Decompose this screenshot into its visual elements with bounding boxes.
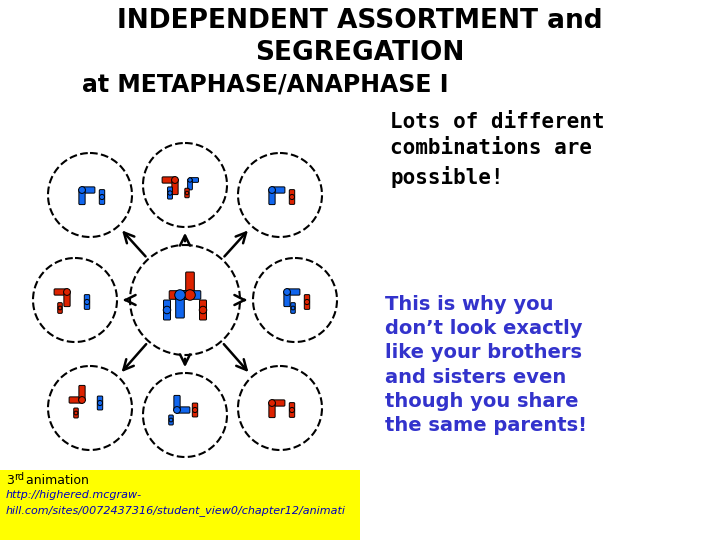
FancyBboxPatch shape: [172, 179, 178, 194]
FancyBboxPatch shape: [176, 407, 190, 413]
Text: animation: animation: [22, 474, 89, 487]
Text: rd: rd: [14, 472, 24, 482]
Circle shape: [192, 408, 197, 413]
FancyBboxPatch shape: [64, 291, 70, 307]
Circle shape: [33, 258, 117, 342]
Circle shape: [238, 366, 322, 450]
Text: 3: 3: [6, 474, 14, 487]
FancyBboxPatch shape: [305, 295, 310, 309]
Circle shape: [289, 194, 294, 200]
Text: hill.com/sites/0072437316/student_view0/chapter12/animati: hill.com/sites/0072437316/student_view0/…: [6, 505, 346, 516]
FancyBboxPatch shape: [289, 403, 294, 417]
Circle shape: [84, 300, 89, 305]
Circle shape: [169, 418, 173, 422]
Circle shape: [253, 258, 337, 342]
Circle shape: [291, 306, 295, 310]
Circle shape: [78, 396, 86, 403]
FancyBboxPatch shape: [271, 187, 285, 193]
Circle shape: [143, 373, 227, 457]
FancyBboxPatch shape: [163, 300, 171, 320]
FancyBboxPatch shape: [79, 189, 85, 205]
FancyBboxPatch shape: [99, 190, 104, 204]
Circle shape: [74, 411, 78, 415]
Text: SEGREGATION: SEGREGATION: [256, 40, 464, 66]
Circle shape: [174, 407, 181, 414]
Circle shape: [185, 290, 195, 300]
Circle shape: [163, 306, 171, 314]
Circle shape: [78, 187, 86, 193]
FancyBboxPatch shape: [176, 294, 184, 318]
Circle shape: [99, 194, 104, 200]
Circle shape: [130, 245, 240, 355]
Circle shape: [143, 143, 227, 227]
FancyBboxPatch shape: [179, 291, 201, 299]
Circle shape: [168, 191, 172, 195]
FancyBboxPatch shape: [186, 272, 194, 296]
Circle shape: [199, 306, 207, 314]
Text: Lots of different
combinations are
possible!: Lots of different combinations are possi…: [390, 112, 605, 187]
Bar: [0, 470, 360, 540]
FancyBboxPatch shape: [269, 402, 275, 417]
FancyBboxPatch shape: [79, 386, 85, 401]
Text: at METAPHASE/ANAPHASE I: at METAPHASE/ANAPHASE I: [82, 72, 449, 96]
Circle shape: [48, 153, 132, 237]
Circle shape: [284, 288, 290, 295]
FancyBboxPatch shape: [58, 302, 62, 313]
Circle shape: [48, 366, 132, 450]
Circle shape: [188, 178, 192, 182]
FancyBboxPatch shape: [185, 188, 189, 198]
Circle shape: [175, 290, 185, 300]
Circle shape: [185, 191, 189, 195]
Circle shape: [97, 401, 102, 406]
FancyBboxPatch shape: [169, 291, 191, 299]
FancyBboxPatch shape: [269, 189, 275, 205]
FancyBboxPatch shape: [174, 395, 180, 411]
FancyBboxPatch shape: [284, 291, 290, 307]
FancyBboxPatch shape: [69, 397, 83, 403]
FancyBboxPatch shape: [289, 190, 294, 204]
Circle shape: [58, 306, 62, 310]
FancyBboxPatch shape: [189, 178, 199, 183]
FancyBboxPatch shape: [286, 289, 300, 295]
FancyBboxPatch shape: [188, 179, 192, 190]
FancyBboxPatch shape: [162, 177, 176, 183]
Circle shape: [63, 288, 71, 295]
Circle shape: [269, 187, 275, 193]
Text: This is why you
don’t look exactly
like your brothers
and sisters even
though yo: This is why you don’t look exactly like …: [385, 295, 587, 435]
Circle shape: [289, 408, 294, 413]
FancyBboxPatch shape: [271, 400, 285, 406]
FancyBboxPatch shape: [192, 403, 198, 417]
FancyBboxPatch shape: [291, 302, 295, 313]
Text: http://highered.mcgraw-: http://highered.mcgraw-: [6, 490, 142, 500]
FancyBboxPatch shape: [81, 187, 95, 193]
FancyBboxPatch shape: [168, 415, 174, 425]
Circle shape: [305, 300, 310, 305]
FancyBboxPatch shape: [199, 300, 207, 320]
FancyBboxPatch shape: [54, 289, 68, 295]
FancyBboxPatch shape: [97, 396, 103, 410]
FancyBboxPatch shape: [73, 408, 78, 418]
Text: INDEPENDENT ASSORTMENT and: INDEPENDENT ASSORTMENT and: [117, 8, 603, 34]
Circle shape: [171, 177, 179, 184]
FancyBboxPatch shape: [84, 295, 90, 309]
Circle shape: [238, 153, 322, 237]
Circle shape: [269, 400, 275, 407]
FancyBboxPatch shape: [168, 187, 173, 199]
